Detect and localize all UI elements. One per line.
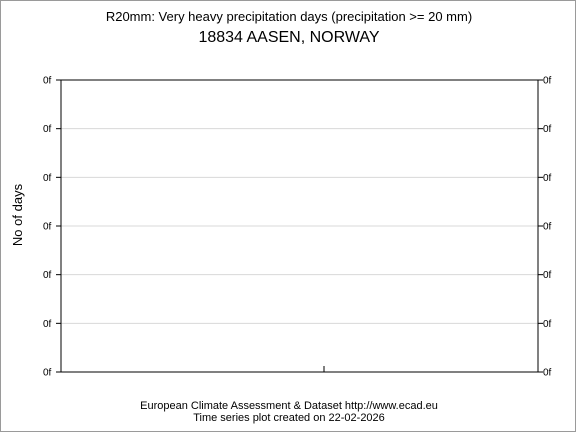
y-tick-left-label: 0f xyxy=(43,124,52,135)
y-tick-left-label: 0f xyxy=(43,368,52,379)
y-axis-label: No of days xyxy=(10,183,25,246)
y-tick-right-label: 0f xyxy=(543,124,552,135)
y-tick-right-label: 0f xyxy=(543,368,552,379)
chart-subtitle: 18834 AASEN, NORWAY xyxy=(198,29,379,46)
y-tick-right-label: 0f xyxy=(543,76,552,87)
y-tick-right-label: 0f xyxy=(543,173,552,184)
footer-source: European Climate Assessment & Dataset ht… xyxy=(140,400,438,412)
y-tick-left-label: 0f xyxy=(43,173,52,184)
y-axis-ticks: 0f 0f 0f 0f 0f 0f 0f 0f 0f 0f 0f 0f 0f 0f xyxy=(43,76,552,379)
y-tick-left-label: 0f xyxy=(43,76,52,87)
y-tick-left-label: 0f xyxy=(43,270,52,281)
y-tick-left-label: 0f xyxy=(43,319,52,330)
y-tick-right-label: 0f xyxy=(543,222,552,233)
chart-title: R20mm: Very heavy precipitation days (pr… xyxy=(106,9,472,24)
footer-created: Time series plot created on 22-02-2026 xyxy=(193,412,385,424)
gridlines xyxy=(61,128,538,324)
y-tick-right-label: 0f xyxy=(543,319,552,330)
y-tick-right-label: 0f xyxy=(543,270,552,281)
y-tick-left-label: 0f xyxy=(43,222,52,233)
